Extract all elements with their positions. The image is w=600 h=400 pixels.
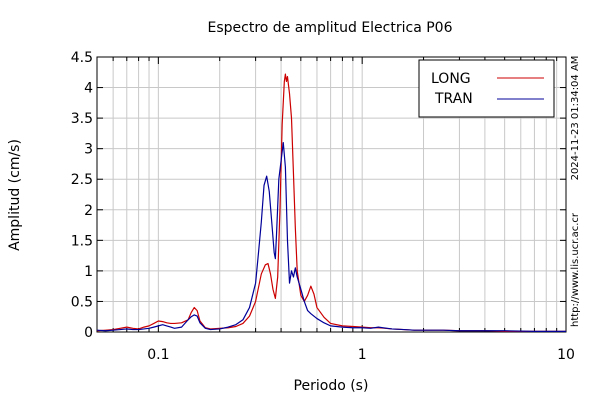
x-tick-labels: 0.1 1 10 — [147, 347, 575, 363]
y-tick-label: 0.5 — [71, 294, 93, 310]
series-line-tran — [96, 141, 566, 332]
y-tick-label: 3.5 — [71, 111, 93, 127]
plot-frame — [96, 56, 567, 333]
timestamp-annotation: 2024-11-23 01:34:04 AM — [570, 56, 581, 181]
y-tick-label: 2.5 — [71, 172, 93, 188]
y-tick-label: 2 — [84, 203, 93, 219]
url-annotation: http://www.lis.ucr.ac.cr — [570, 212, 581, 327]
grid — [96, 56, 566, 333]
legend-box — [418, 59, 555, 118]
legend-label-tran: TRAN — [434, 91, 473, 107]
y-axis-label: Amplitud (cm/s) — [7, 139, 23, 251]
legend: LONG TRAN — [418, 59, 555, 118]
y-tick-label: 1 — [84, 264, 93, 280]
y-tick-label: 0 — [84, 325, 93, 341]
series-layer — [96, 73, 566, 332]
x-tick-label: 0.1 — [147, 347, 169, 363]
x-tick-label: 10 — [557, 347, 575, 363]
y-tick-label: 3 — [84, 142, 93, 158]
legend-label-long: LONG — [431, 71, 471, 87]
y-tick-label: 4 — [84, 81, 93, 97]
y-tick-label: 4.5 — [71, 50, 93, 66]
x-axis-label: Periodo (s) — [294, 378, 369, 394]
y-tick-labels: 0 0.5 1 1.5 2 2.5 3 3.5 4 4.5 — [71, 50, 93, 341]
y-tick-label: 1.5 — [71, 233, 93, 249]
chart-title: Espectro de amplitud Electrica P06 — [208, 20, 453, 36]
x-tick-label: 1 — [358, 347, 367, 363]
axis-ticks — [96, 56, 566, 333]
